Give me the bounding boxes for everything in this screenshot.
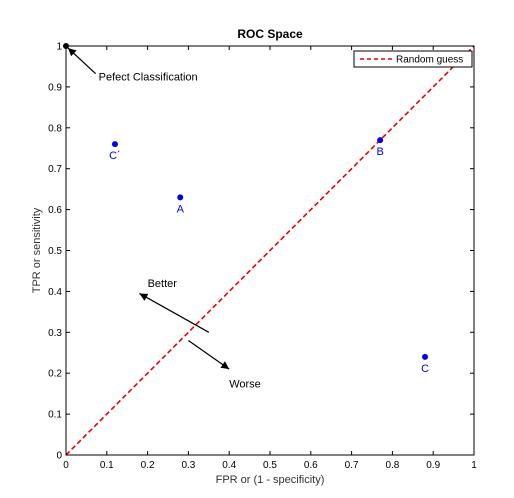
data-layer: A B C C´ Pefect Classification Better Worse (63, 43, 475, 456)
data-point-C-prime (111, 141, 118, 148)
x-tick-label: 0.8 (385, 460, 399, 471)
annotation-arrow (188, 339, 230, 370)
y-axis-label: TPR or sensitivity (31, 207, 43, 293)
y-tick-label: 0.8 (48, 123, 62, 134)
annotation-text: Pefect Classification (99, 72, 198, 84)
x-tick-label: 0.2 (141, 460, 155, 471)
y-tick-label: 0 (56, 451, 62, 462)
point-label: A (177, 203, 185, 215)
y-tick-label: 0.3 (48, 328, 62, 339)
data-point-C (422, 353, 429, 360)
legend-label-random-guess: Random guess (396, 55, 463, 66)
y-tick-label: 0.1 (48, 410, 62, 421)
y-tick-label: 0.2 (48, 369, 62, 380)
x-tick-label: 0.7 (345, 460, 359, 471)
y-tick-label: 1 (56, 42, 62, 53)
annotation-text: Better (148, 278, 178, 290)
data-point-A (177, 194, 184, 201)
x-tick-label: 0.3 (181, 460, 195, 471)
legend: Random guess (353, 50, 473, 68)
x-axis-label: FPR or (1 - specificity) (216, 474, 325, 486)
point-label: B (376, 146, 383, 158)
point-label: C´ (109, 150, 121, 162)
y-tick-label: 0.5 (48, 246, 62, 257)
chart-title: ROC Space (237, 27, 303, 41)
y-tick-label: 0.7 (48, 164, 62, 175)
axis-ticks: 0 0.1 0.2 0.3 0.4 0.5 0.6 0.7 0.8 0.9 1 0 0.1 0.2 0.3 0… (48, 42, 477, 472)
y-tick-label: 0.9 (48, 82, 62, 93)
x-tick-label: 0.6 (304, 460, 318, 471)
annotation: Better (139, 278, 210, 333)
y-tick-label: 0.6 (48, 205, 62, 216)
series-line-random-guess (65, 45, 475, 456)
x-tick-label: 0 (63, 460, 69, 471)
y-tick-label: 0.4 (48, 287, 62, 298)
annotation-text: Worse (229, 378, 261, 390)
legend-box (353, 50, 473, 68)
annotation: Pefect Classification (67, 47, 198, 84)
x-tick-label: 0.5 (263, 460, 277, 471)
annotation: Worse (188, 339, 261, 390)
data-point-B (377, 137, 384, 144)
x-tick-label: 1 (471, 460, 477, 471)
x-tick-label: 0.4 (222, 460, 236, 471)
x-tick-label: 0.9 (426, 460, 440, 471)
x-tick-label: 0.1 (100, 460, 114, 471)
point-label: C (421, 363, 429, 375)
annotation-arrow (67, 47, 97, 75)
annotation-arrow (139, 292, 210, 333)
